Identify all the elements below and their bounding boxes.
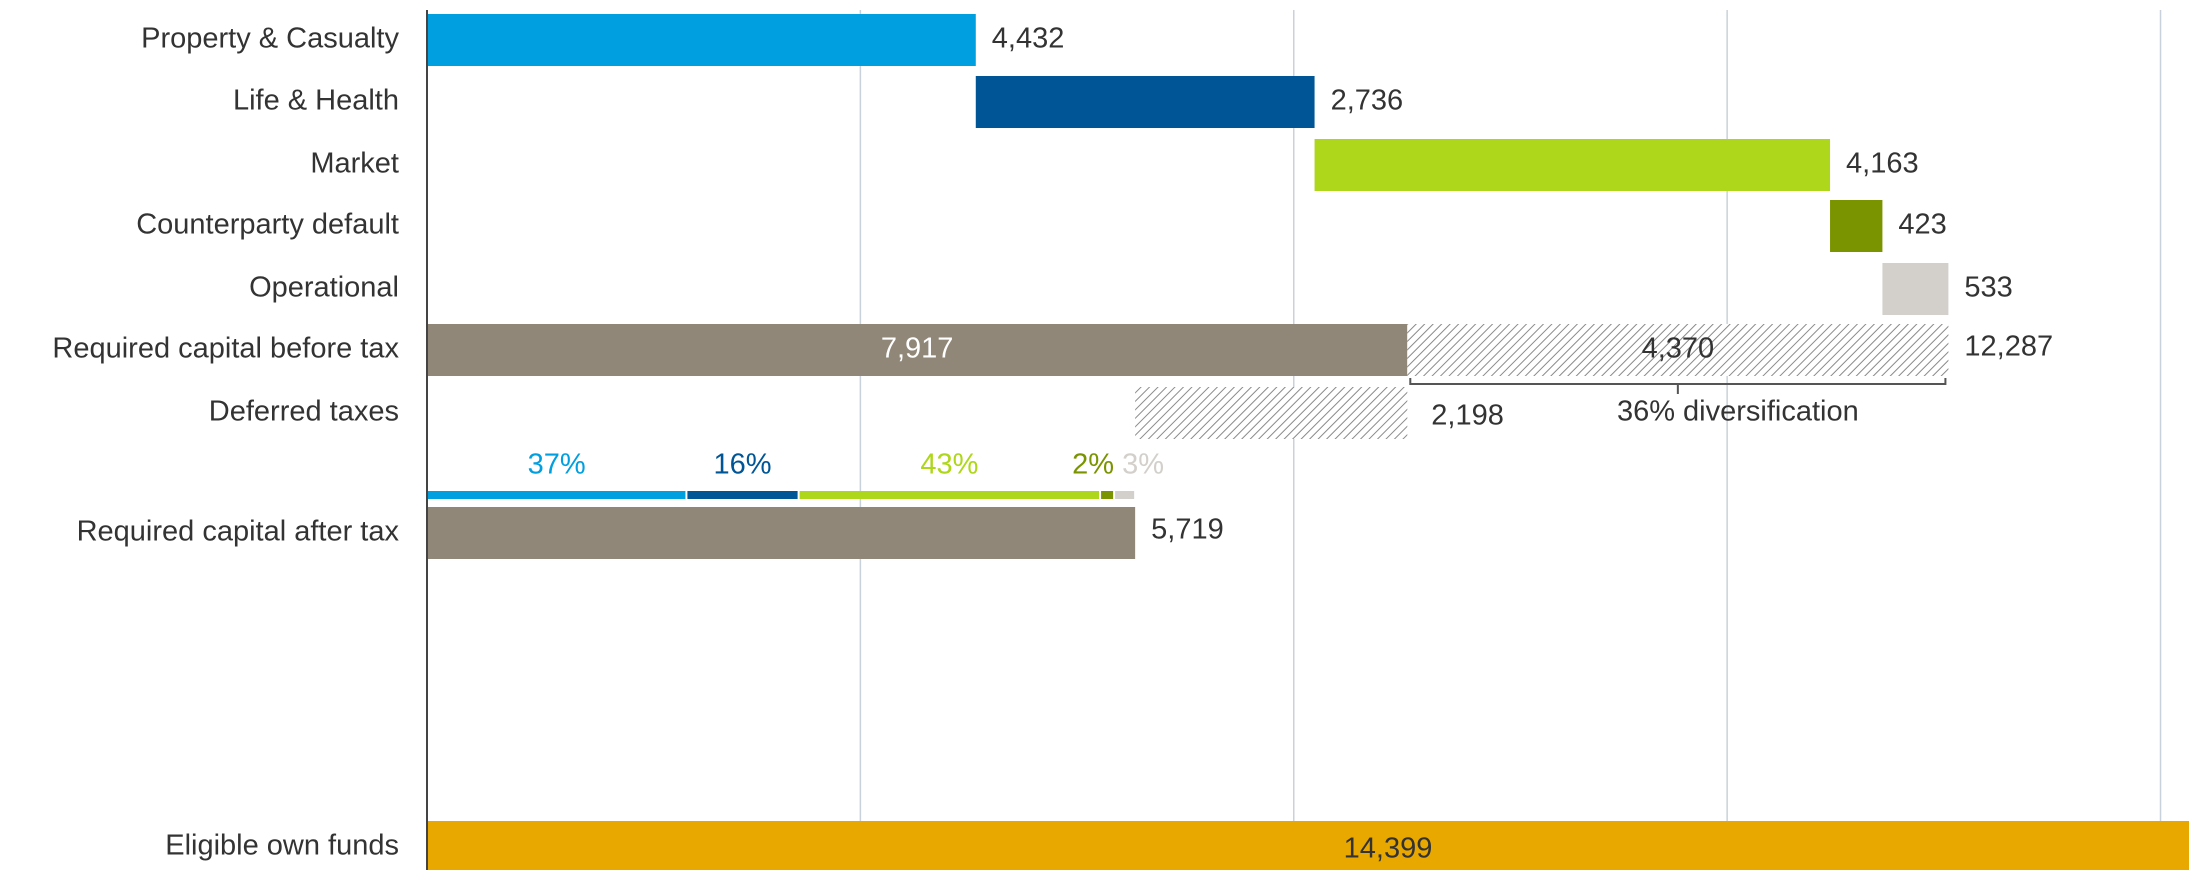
value-label: 16% — [713, 449, 771, 481]
bracket — [1409, 378, 1947, 394]
value-label: 14,399 — [1344, 833, 1433, 865]
bar — [427, 324, 1408, 376]
value-label: 7,917 — [881, 333, 954, 365]
category-label: Required capital before tax — [52, 333, 399, 365]
share-segment — [1115, 491, 1135, 499]
value-label: 4,370 — [1642, 333, 1715, 365]
category-label: Counterparty default — [136, 209, 399, 241]
category-label: Required capital after tax — [77, 516, 400, 548]
category-label: Life & Health — [233, 85, 399, 117]
category-label: Deferred taxes — [209, 396, 399, 428]
category-label: Eligible own funds — [165, 830, 399, 862]
annotation: 36% diversification — [1617, 396, 1859, 428]
value-label: 533 — [1964, 272, 2012, 304]
value-label: 2,198 — [1431, 400, 1504, 432]
value-label: 4,163 — [1846, 148, 1919, 180]
value-label: 4,432 — [992, 23, 1065, 55]
value-label: 37% — [528, 449, 586, 481]
category-label: Operational — [249, 272, 399, 304]
hatched-bar — [1135, 387, 1408, 439]
bar — [1882, 263, 1949, 315]
value-label: 2,736 — [1331, 85, 1404, 117]
bar — [427, 14, 976, 66]
value-label: 2% — [1072, 449, 1114, 481]
share-segment — [687, 491, 798, 499]
bar — [1314, 139, 1831, 191]
share-segment — [1101, 491, 1114, 499]
value-label: 5,719 — [1151, 514, 1224, 546]
bar — [427, 821, 2189, 870]
value-label: 423 — [1898, 209, 1946, 241]
share-segment — [428, 491, 686, 499]
bar — [975, 76, 1315, 128]
bar — [1830, 200, 1883, 252]
total-label: 12,287 — [1964, 331, 2053, 363]
bar — [427, 507, 1136, 559]
value-label: 43% — [920, 449, 978, 481]
category-label: Property & Casualty — [141, 23, 399, 55]
hatched-bar — [1407, 324, 1949, 376]
category-label: Market — [310, 148, 399, 180]
share-segment — [799, 491, 1100, 499]
value-label: 3% — [1122, 449, 1164, 481]
